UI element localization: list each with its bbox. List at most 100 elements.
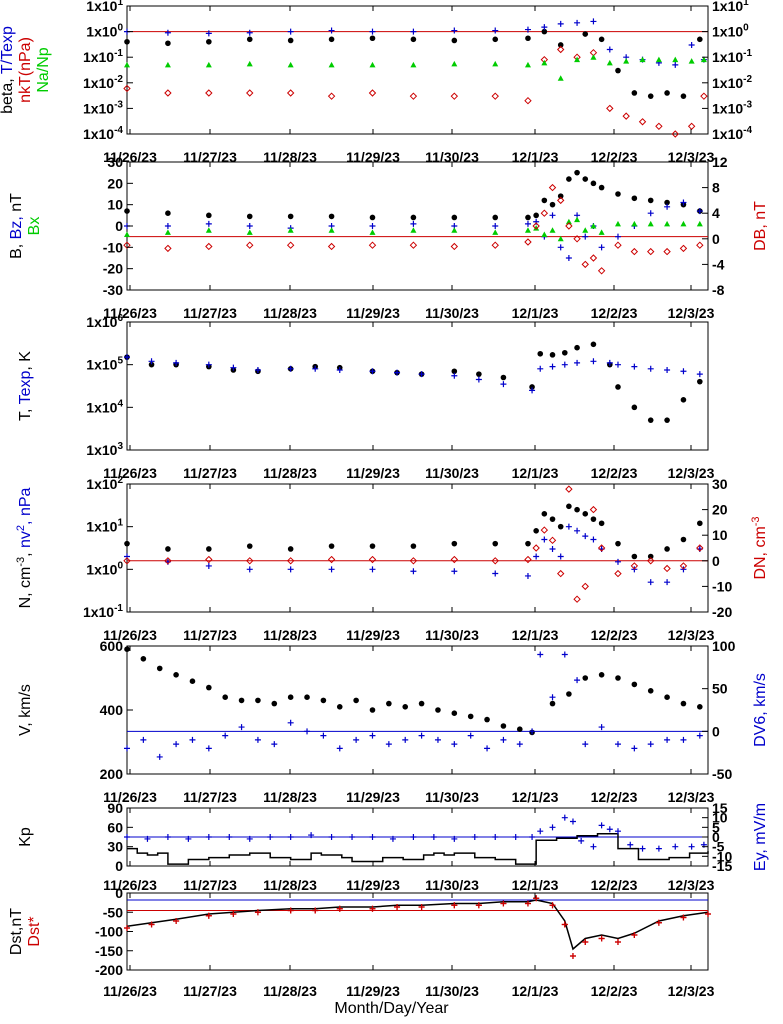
dens-n-point [631, 553, 638, 560]
beta-beta-point [287, 37, 294, 44]
dens-nv2-point [590, 536, 597, 543]
temp-t-point [451, 368, 458, 375]
dens-dn-point [286, 557, 295, 565]
beta-beta-point [451, 37, 458, 44]
vel-dv6-point [320, 732, 327, 739]
beta-na-np-point [623, 58, 630, 64]
beta-nkt-point [450, 92, 459, 100]
bfield-left-tick-label: -30 [103, 282, 123, 298]
temp-t-point [549, 352, 556, 358]
temp-left-tick-label: 1x104 [86, 398, 123, 415]
kp-right-tick-label: -15 [712, 858, 732, 874]
bfield-bz-point [647, 210, 654, 217]
vel-dv6-point [173, 741, 180, 748]
vel-v-point [140, 656, 147, 662]
bfield-b-point [533, 212, 539, 219]
vel-right-tick-label: -50 [712, 766, 732, 782]
dst-dst-star-point [369, 905, 376, 912]
bfield-right-tick-label: -4 [712, 256, 725, 272]
bfield-x-tick-label: 12/2/23 [591, 305, 638, 321]
vel-v-point [173, 672, 179, 678]
temp-texp-point [369, 368, 376, 375]
bfield-db-point [663, 247, 671, 256]
beta-t-texp-point [164, 29, 171, 36]
beta-x-tick-label: 11/29/23 [346, 149, 400, 165]
vel-dv6-point [598, 724, 605, 731]
bfield-bx-point [549, 227, 556, 233]
vel-frame [126, 645, 709, 775]
vel-v-point [435, 707, 441, 713]
beta-na-np-point [574, 56, 581, 63]
vel-v-point [320, 697, 327, 704]
dst-left-tick-label: -50 [103, 904, 123, 920]
kp-x-tick-label: 11/27/23 [183, 877, 237, 893]
bfield-db-point [597, 267, 606, 275]
kp-right-tick-label: 10 [712, 810, 728, 826]
vel-v-point [402, 704, 409, 710]
beta-right-tick-label: 1x101 [712, 0, 749, 14]
bfield-b-point [647, 197, 654, 204]
kp-ey-point [569, 818, 576, 825]
beta-right-tick-label: 1x100 [712, 23, 749, 40]
beta-na-np-point [700, 56, 707, 63]
vel-v-point [222, 694, 228, 700]
vel-v-point [549, 700, 556, 707]
vel-v-point [484, 716, 490, 723]
bfield-db-point [548, 183, 557, 192]
kp-x-tick-label: 11/29/23 [346, 877, 400, 893]
bfield-b-point [590, 180, 597, 187]
beta-beta-point [124, 38, 130, 45]
temp-x-tick-label: 12/2/23 [591, 465, 638, 481]
vel-dv6-point [353, 736, 360, 743]
bfield-db-point [409, 241, 418, 249]
dens-x-tick-label: 11/29/23 [346, 627, 400, 643]
beta-nkt-point [286, 89, 295, 97]
vel-dv6-point [287, 719, 294, 726]
bfield-bz-point [582, 233, 589, 240]
dens-n-point [369, 543, 376, 549]
vel-v-point [697, 704, 703, 710]
bfield-db-point [450, 242, 459, 251]
dst-dst-star-point [418, 904, 425, 910]
dens-dn-point [565, 485, 573, 493]
vel-v-point [386, 700, 392, 707]
dst-x-tick-label: 12/3/23 [668, 983, 715, 999]
vel-v-point [336, 704, 343, 710]
bfield-b-point [598, 184, 605, 191]
bfield-db-point [491, 241, 499, 249]
kp-left-tick-label: 60 [107, 819, 123, 835]
vel-x-tick-label: 12/3/23 [668, 789, 715, 805]
beta-beta-point [680, 93, 687, 99]
x-axis-label: Month/Day/Year [334, 1000, 449, 1017]
kp-ey-point [598, 822, 605, 829]
dens-nv2-point [541, 536, 548, 543]
kp-ey-point [226, 834, 233, 840]
dens-n-point [615, 540, 621, 547]
beta-t-texp-point [557, 20, 564, 27]
beta-nkt-point [655, 122, 663, 131]
beta-t-texp-point [328, 27, 335, 34]
vel-x-tick-label: 12/1/23 [512, 789, 559, 805]
dens-n-point [541, 511, 548, 517]
temp-t-point [664, 417, 670, 423]
dens-n-point [566, 503, 572, 510]
bfield-frame [126, 161, 709, 291]
dens-nv2-point [582, 533, 589, 540]
dens-n-point [697, 520, 703, 527]
bfield-db-point [327, 242, 336, 251]
kp-ey-point [451, 835, 458, 842]
bfield-b-point [451, 214, 458, 221]
kp-ey-point [561, 814, 568, 821]
bfield-b-point [525, 214, 531, 221]
beta-beta-point [697, 36, 703, 43]
bfield-x-tick-label: 12/1/23 [512, 305, 559, 321]
beta-nkt-point [606, 104, 614, 113]
dst-dst-star-point [582, 939, 589, 945]
bfield-left-tick-label: -10 [103, 239, 123, 255]
beta-beta-point [664, 90, 670, 96]
kp-x-tick-label: 11/30/23 [425, 877, 479, 893]
bfield-bx-point [451, 227, 458, 233]
beta-nkt-point [246, 89, 254, 97]
bfield-bx-point [614, 220, 621, 227]
vel-x-tick-label: 12/2/23 [591, 789, 638, 805]
